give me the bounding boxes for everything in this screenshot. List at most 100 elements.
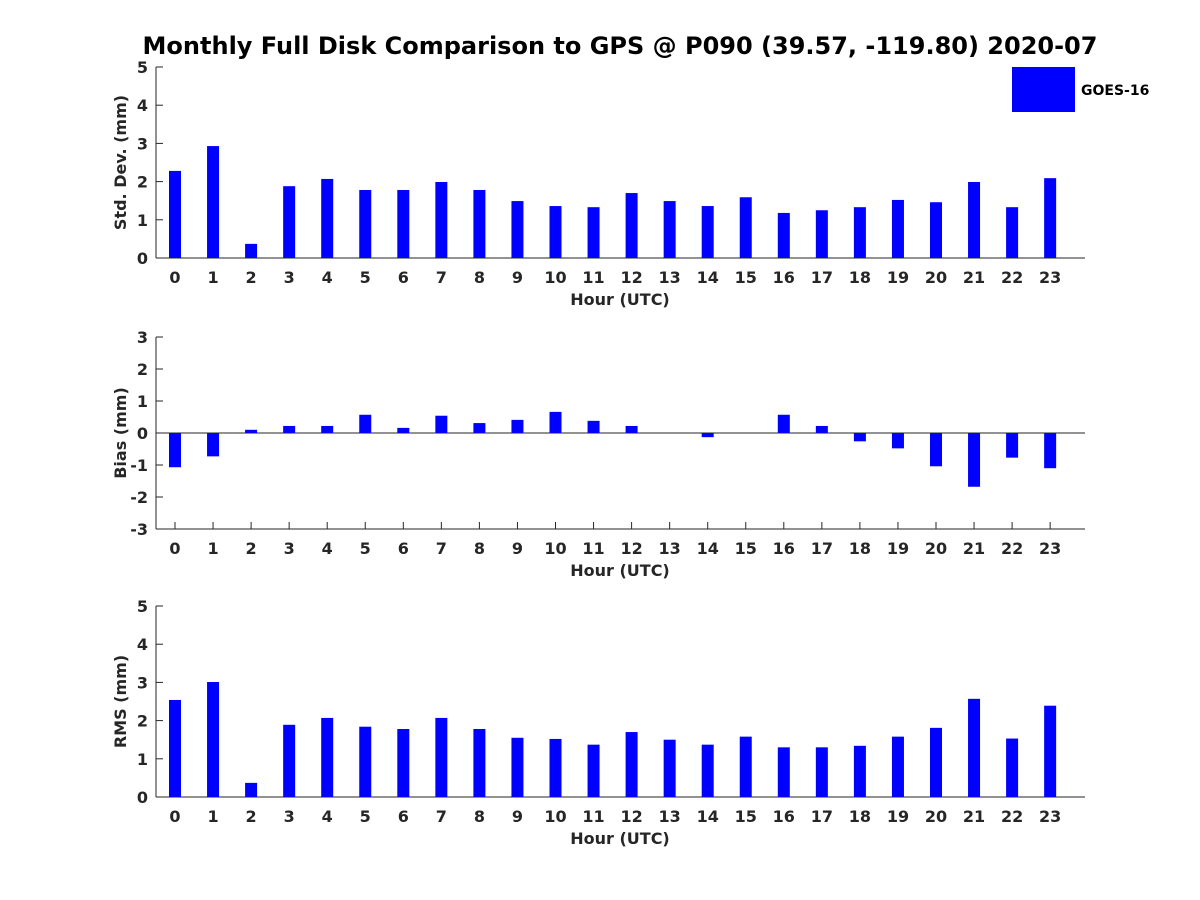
bar — [245, 243, 258, 258]
x-tick-label: 11 — [582, 539, 604, 558]
bar — [701, 433, 714, 438]
bar — [968, 698, 981, 797]
x-tick-label: 15 — [735, 539, 757, 558]
x-tick-label: 16 — [773, 807, 795, 826]
x-tick-label: 13 — [659, 807, 681, 826]
bar — [1044, 705, 1057, 797]
y-tick-label: 4 — [137, 635, 148, 654]
y-tick-label: 2 — [137, 360, 148, 379]
bar — [1044, 178, 1057, 258]
bar — [169, 699, 181, 797]
y-tick-label: 0 — [137, 249, 148, 268]
x-tick-label: 16 — [773, 268, 795, 287]
x-tick-label: 4 — [322, 539, 333, 558]
x-tick-label: 2 — [246, 539, 257, 558]
y-tick-label: 1 — [137, 392, 148, 411]
x-tick-label: 6 — [398, 807, 409, 826]
x-tick-label: 10 — [544, 807, 566, 826]
y-tick-label: -3 — [130, 520, 148, 539]
x-tick-label: 7 — [436, 268, 447, 287]
bar — [930, 727, 942, 797]
bar — [511, 201, 524, 258]
bar — [359, 190, 372, 258]
x-tick-label: 20 — [925, 268, 947, 287]
x-tick-label: 11 — [582, 807, 604, 826]
bar — [1044, 433, 1057, 469]
y-tick-label: 4 — [137, 96, 148, 115]
bar — [473, 423, 486, 433]
x-tick-label: 15 — [735, 268, 757, 287]
y-tick-label: 5 — [137, 597, 148, 616]
x-tick-label: 1 — [207, 807, 218, 826]
bar — [930, 433, 942, 467]
bar — [663, 201, 676, 258]
bar — [625, 732, 638, 797]
x-tick-label: 8 — [474, 539, 485, 558]
y-tick-label: 3 — [137, 328, 148, 347]
x-tick-label: 12 — [620, 539, 642, 558]
x-tick-label: 22 — [1001, 807, 1023, 826]
x-tick-label: 13 — [659, 539, 681, 558]
x-tick-label: 9 — [512, 539, 523, 558]
x-tick-label: 13 — [659, 268, 681, 287]
bar — [815, 747, 828, 797]
x-axis-label: Hour (UTC) — [570, 829, 670, 848]
bar — [169, 170, 181, 258]
x-tick-label: 3 — [284, 807, 295, 826]
legend: GOES-16 — [1012, 67, 1149, 112]
x-tick-label: 2 — [246, 807, 257, 826]
x-tick-label: 4 — [322, 268, 333, 287]
x-tick-label: 7 — [436, 539, 447, 558]
x-tick-label: 1 — [207, 268, 218, 287]
bar — [701, 744, 714, 797]
bar — [549, 411, 562, 433]
y-tick-label: 1 — [137, 211, 148, 230]
bar — [701, 206, 714, 258]
bar — [473, 190, 486, 258]
x-tick-label: 10 — [544, 268, 566, 287]
bar — [853, 745, 866, 797]
x-tick-label: 15 — [735, 807, 757, 826]
x-tick-label: 21 — [963, 268, 985, 287]
y-tick-label: 0 — [137, 788, 148, 807]
y-axis-label: Bias (mm) — [111, 387, 130, 479]
x-tick-label: 7 — [436, 807, 447, 826]
bar — [473, 729, 486, 797]
bar — [207, 682, 220, 797]
bar — [587, 207, 600, 258]
x-tick-label: 6 — [398, 539, 409, 558]
x-tick-label: 21 — [963, 807, 985, 826]
x-tick-label: 22 — [1001, 268, 1023, 287]
x-tick-label: 21 — [963, 539, 985, 558]
bar — [1006, 433, 1019, 458]
bar — [283, 186, 296, 258]
x-tick-label: 16 — [773, 539, 795, 558]
y-tick-label: 0 — [137, 424, 148, 443]
bar — [587, 420, 600, 433]
x-tick-label: 12 — [620, 268, 642, 287]
bar — [245, 782, 258, 797]
x-tick-label: 5 — [360, 807, 371, 826]
bar — [739, 197, 752, 258]
chart-title: Monthly Full Disk Comparison to GPS @ P0… — [143, 32, 1098, 60]
x-tick-label: 18 — [849, 539, 871, 558]
bar — [625, 425, 638, 433]
y-tick-label: 3 — [137, 134, 148, 153]
bar — [511, 419, 524, 433]
y-tick-label: 1 — [137, 750, 148, 769]
bar — [891, 736, 904, 797]
x-tick-label: 14 — [697, 539, 719, 558]
bar — [283, 724, 296, 797]
bar — [777, 414, 790, 433]
bar — [815, 425, 828, 433]
x-tick-label: 11 — [582, 268, 604, 287]
x-tick-label: 6 — [398, 268, 409, 287]
x-tick-label: 20 — [925, 807, 947, 826]
bar — [930, 202, 942, 258]
bar — [891, 199, 904, 258]
x-tick-label: 17 — [811, 268, 833, 287]
x-tick-label: 19 — [887, 539, 909, 558]
